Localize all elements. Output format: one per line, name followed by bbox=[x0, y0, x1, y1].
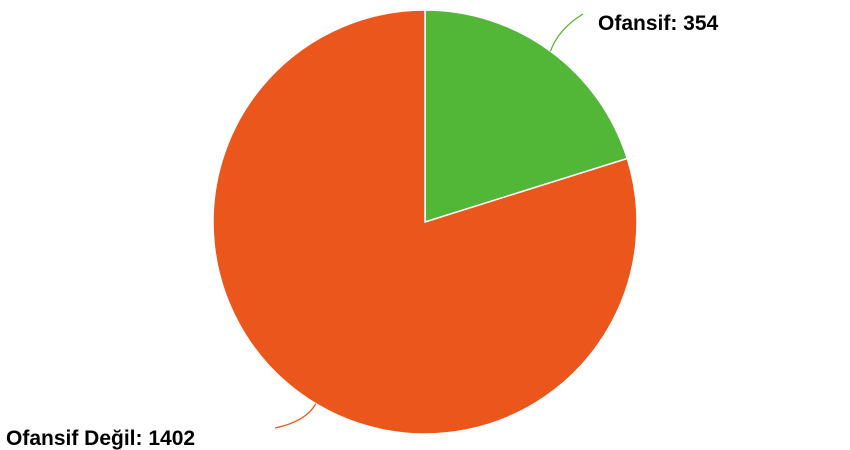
slice-label-ofansif: Ofansif: 354 bbox=[598, 12, 719, 35]
pie-slices bbox=[212, 9, 638, 435]
slice-label-ofansif-degil: Ofansif Değil: 1402 bbox=[6, 427, 195, 450]
pie-slice-ofansif bbox=[424, 9, 629, 224]
pie-leader-lines bbox=[274, 13, 584, 429]
pie-slice-ofansif-degil bbox=[212, 9, 638, 435]
pie-slice-labels: Ofansif: 354 Ofansif Değil: 1402 bbox=[6, 12, 719, 450]
leader-line-ofansif bbox=[549, 13, 584, 52]
leader-line-ofansif-degil bbox=[274, 403, 317, 429]
